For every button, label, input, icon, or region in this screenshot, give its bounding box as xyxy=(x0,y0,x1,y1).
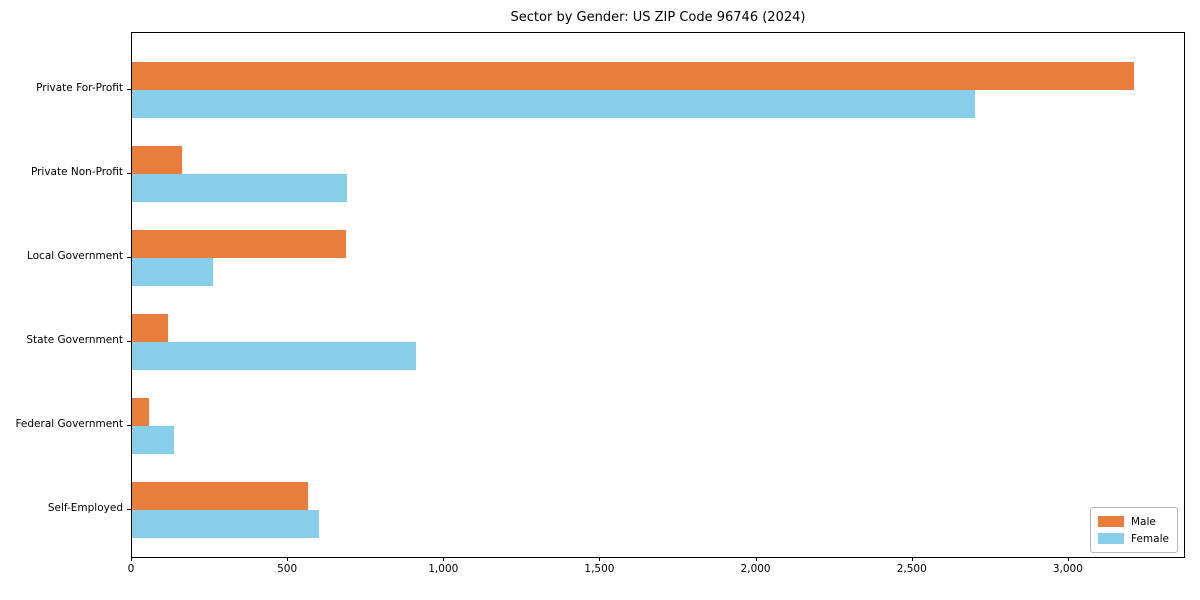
x-tick-label: 2,500 xyxy=(896,563,927,575)
bar-female xyxy=(132,510,320,538)
x-tick-mark xyxy=(443,557,445,561)
bar-female xyxy=(132,426,175,454)
x-tick-mark xyxy=(911,557,913,561)
y-tick-label: Local Government xyxy=(26,250,123,262)
x-tick-label: 2,000 xyxy=(740,563,771,575)
x-tick-label: 0 xyxy=(127,563,135,575)
y-tick-mark xyxy=(127,341,131,342)
y-tick-label: State Government xyxy=(26,334,123,346)
x-tick-label: 1,500 xyxy=(584,563,615,575)
y-tick-label: Self-Employed xyxy=(47,502,123,514)
y-tick-mark xyxy=(127,89,131,90)
x-tick-mark xyxy=(1067,557,1069,561)
chart-title: Sector by Gender: US ZIP Code 96746 (202… xyxy=(510,10,806,25)
legend-entry-female: Female xyxy=(1098,533,1170,545)
bar-female xyxy=(132,342,417,370)
bar-male xyxy=(132,230,346,258)
y-tick-mark xyxy=(127,425,131,426)
x-tick-mark xyxy=(755,557,757,561)
legend-swatch-female xyxy=(1098,533,1124,544)
bar-male xyxy=(132,62,1135,90)
x-tick-mark xyxy=(131,557,132,561)
bar-female xyxy=(132,258,214,286)
bar-female xyxy=(132,174,348,202)
bar-female xyxy=(132,90,976,118)
y-tick-mark xyxy=(127,257,131,258)
plot-area xyxy=(131,32,1185,558)
legend: Male Female xyxy=(1090,507,1178,553)
legend-entry-male: Male xyxy=(1098,516,1170,528)
x-tick-label: 500 xyxy=(277,563,298,575)
bar-male xyxy=(132,314,168,342)
legend-label: Female xyxy=(1131,532,1169,545)
y-tick-mark xyxy=(127,509,131,510)
y-tick-label: Private For-Profit xyxy=(36,82,123,94)
x-tick-mark xyxy=(287,557,289,561)
legend-label: Male xyxy=(1131,515,1156,528)
x-tick-mark xyxy=(599,557,601,561)
y-tick-label: Federal Government xyxy=(15,418,123,430)
bar-male xyxy=(132,146,182,174)
y-tick-label: Private Non-Profit xyxy=(30,166,123,178)
x-tick-label: 3,000 xyxy=(1052,563,1083,575)
legend-swatch-male xyxy=(1098,516,1124,527)
bar-male xyxy=(132,482,309,510)
x-tick-label: 1,000 xyxy=(428,563,459,575)
bar-male xyxy=(132,398,150,426)
y-tick-mark xyxy=(127,173,131,174)
